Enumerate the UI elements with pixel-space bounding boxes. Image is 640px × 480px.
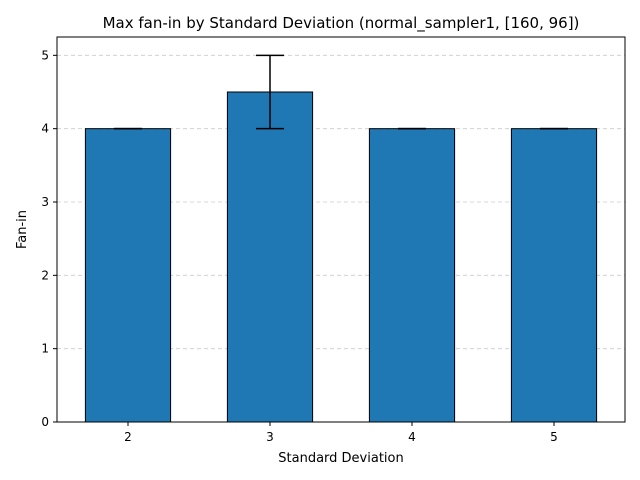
y-tick-label: 0: [41, 415, 49, 429]
y-axis-label: Fan-in: [15, 210, 30, 249]
y-tick-label: 1: [41, 342, 49, 356]
x-tick-label: 2: [124, 430, 132, 444]
y-tick-label: 2: [41, 268, 49, 282]
bar: [510, 128, 598, 423]
y-tick-label: 3: [41, 195, 49, 209]
plot-frame: [56, 36, 626, 423]
bar: [368, 128, 456, 423]
x-axis-label: Standard Deviation: [278, 451, 403, 466]
y-tick-label: 4: [41, 122, 49, 136]
tick-layer: 0 1 2 3 4 5 2 3 4 5: [41, 48, 557, 444]
chart-title: Max fan-in by Standard Deviation (normal…: [103, 14, 580, 33]
x-tick-label: 3: [266, 430, 274, 444]
x-tick-label: 4: [408, 430, 416, 444]
y-tick-label: 5: [41, 48, 49, 62]
error-bar-layer: [114, 54, 568, 130]
bar: [226, 91, 314, 423]
bar: [84, 128, 172, 423]
bar-layer: [84, 91, 598, 423]
x-tick-label: 5: [550, 430, 558, 444]
